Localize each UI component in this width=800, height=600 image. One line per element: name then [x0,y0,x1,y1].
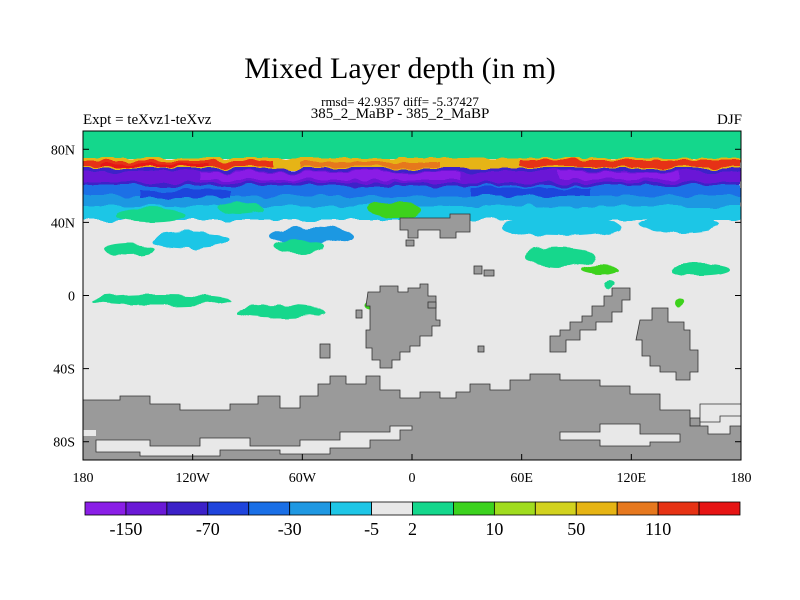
negative-zone [83,186,741,248]
x-axis: 180 120W 60W 0 60E 120E 180 [73,131,752,486]
colorbar-label: -70 [196,519,220,539]
colorbar-label: 10 [485,519,503,539]
left-string: Expt = teXvz1-teXvz [83,112,212,128]
y-tick-label: 0 [68,290,75,305]
x-tick-label: 180 [73,471,94,486]
colorbar-box [657,501,700,516]
right-string: DJF [716,112,742,128]
colorbar-label: 50 [567,519,585,539]
y-tick-label: 80N [51,143,75,158]
colorbar-box [84,501,127,516]
x-tick-label: 120W [176,471,211,486]
colorbar-label: -30 [278,519,302,539]
x-tick-label: 120E [617,471,647,486]
colorbar-label: -5 [364,519,379,539]
positive-patches [90,202,730,318]
y-tick-label: 40N [51,216,75,231]
y-axis: 80N 40N 0 40S 80S [51,143,741,451]
colorbar-box [330,501,372,516]
colorbar-label: 110 [645,519,671,539]
colorbar: -150 -70 -30 -5 2 10 50 110 [84,501,741,539]
y-tick-label: 80S [53,436,75,451]
colorbar-box [534,501,577,516]
x-tick-label: 60W [289,471,317,486]
colorbar-box [248,501,291,516]
colorbar-box [289,501,332,516]
plot-title: Mixed Layer depth (in m) [244,52,556,85]
colorbar-label: 2 [408,519,417,539]
colorbar-box [575,501,618,516]
colorbar-box [125,501,168,516]
land-mask [83,213,741,460]
colorbar-box [493,501,536,516]
colorbar-label: -150 [109,519,142,539]
colorbar-box [371,501,413,516]
strong-negative-band [83,168,741,188]
map-field [83,131,741,460]
x-tick-label: 180 [731,471,752,486]
colorbar-box [166,501,209,516]
high-positive-band [83,158,741,170]
colorbar-box [616,501,659,516]
stats-line: rmsd= 42.9357 diff= -5.37427 [321,94,479,109]
colorbar-box [412,501,454,516]
experiment-ids: 385_2_MaBP - 385_2_MaBP [310,106,490,122]
colorbar-box [453,501,495,516]
x-tick-label: 0 [409,471,416,486]
y-tick-label: 40S [53,363,75,378]
colorbar-box [207,501,250,516]
x-tick-label: 60E [510,471,533,486]
colorbar-box [698,501,741,516]
